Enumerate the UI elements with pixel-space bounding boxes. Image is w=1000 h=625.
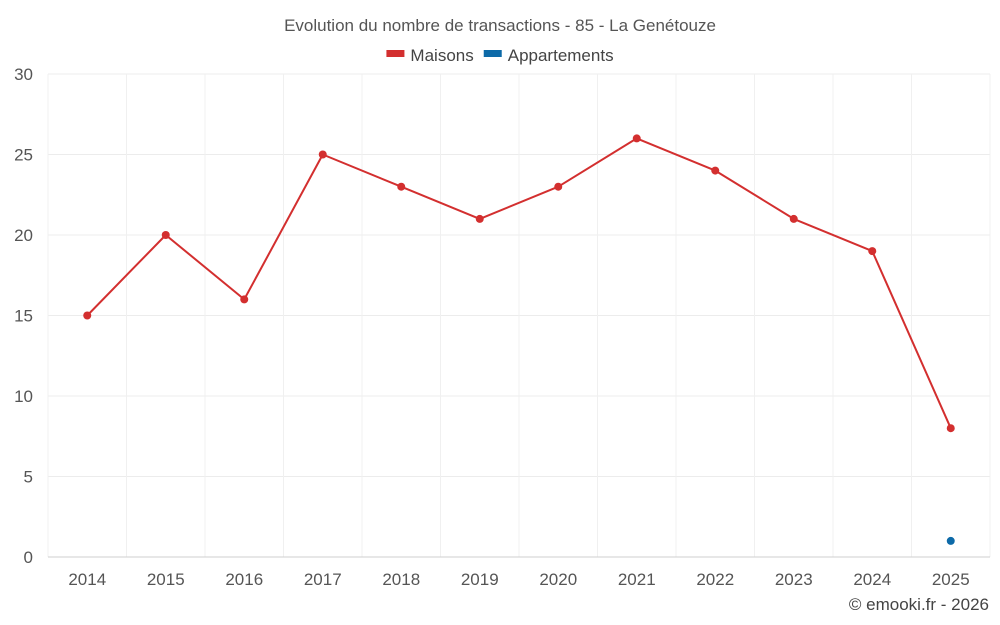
- y-tick-label: 5: [24, 468, 33, 487]
- chart-title: Evolution du nombre de transactions - 85…: [284, 16, 716, 35]
- series-line: [86, 137, 952, 429]
- y-tick-label: 30: [14, 65, 33, 84]
- y-tick-label: 10: [14, 387, 33, 406]
- x-tick-label: 2016: [225, 570, 263, 589]
- legend-swatch: [386, 50, 405, 57]
- x-tick-label: 2025: [932, 570, 970, 589]
- x-tick-label: 2021: [618, 570, 656, 589]
- legend-label: Appartements: [508, 46, 614, 65]
- credit-text: © emooki.fr - 2026: [849, 595, 989, 614]
- data-point[interactable]: [789, 214, 798, 223]
- data-point[interactable]: [318, 150, 327, 159]
- legend-item-maisons[interactable]: Maisons: [386, 46, 474, 65]
- series-maisons: [83, 134, 955, 433]
- y-tick-label: 25: [14, 146, 33, 165]
- x-tick-label: 2018: [382, 570, 420, 589]
- data-point[interactable]: [946, 424, 955, 433]
- x-tick-label: 2019: [461, 570, 499, 589]
- series-layer: [83, 134, 955, 545]
- data-point[interactable]: [946, 536, 955, 545]
- x-tick-label: 2020: [539, 570, 577, 589]
- data-point[interactable]: [397, 182, 406, 191]
- legend-label: Maisons: [410, 46, 473, 65]
- data-point[interactable]: [554, 182, 563, 191]
- x-tick-label: 2022: [696, 570, 734, 589]
- y-tick-label: 20: [14, 226, 33, 245]
- grid: [47, 73, 991, 558]
- data-point[interactable]: [240, 295, 249, 304]
- legend: Maisons Appartements: [386, 46, 614, 65]
- x-tick-label: 2017: [304, 570, 342, 589]
- x-tick-label: 2015: [147, 570, 185, 589]
- data-point[interactable]: [475, 214, 484, 223]
- data-point[interactable]: [83, 311, 92, 320]
- y-tick-label: 15: [14, 307, 33, 326]
- x-tick-label: 2023: [775, 570, 813, 589]
- x-tick-label: 2014: [68, 570, 106, 589]
- legend-item-appartements[interactable]: Appartements: [483, 46, 614, 65]
- data-point[interactable]: [868, 247, 877, 256]
- data-point[interactable]: [632, 134, 641, 143]
- data-point[interactable]: [161, 231, 170, 239]
- series-appartements: [946, 536, 955, 545]
- x-tick-label: 2024: [853, 570, 891, 589]
- y-tick-label: 0: [24, 548, 33, 567]
- legend-swatch: [483, 50, 502, 57]
- data-point[interactable]: [711, 166, 720, 175]
